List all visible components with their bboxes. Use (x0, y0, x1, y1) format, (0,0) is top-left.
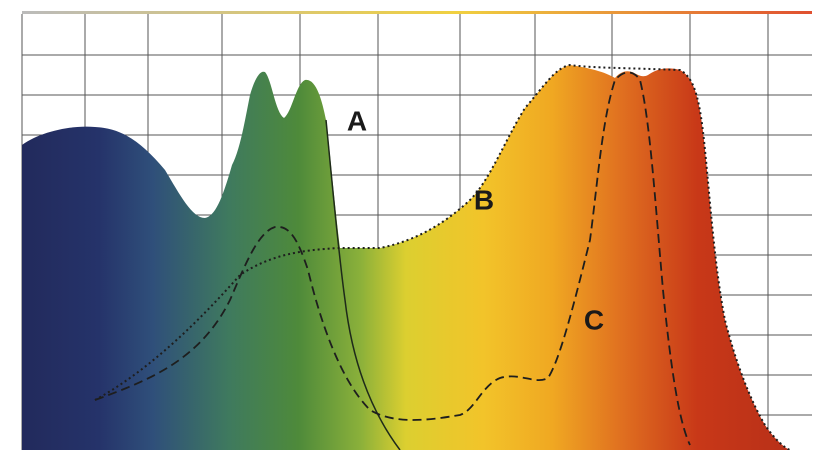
top-strip (22, 11, 812, 14)
curve-b-outline (94, 63, 791, 450)
curve-label: B (474, 184, 494, 215)
curve-a-outline (325, 119, 401, 450)
curve-label: A (347, 105, 367, 136)
curve-c-outline (94, 71, 691, 446)
spectrum-fill (22, 65, 790, 450)
curve-label: C (584, 304, 604, 335)
